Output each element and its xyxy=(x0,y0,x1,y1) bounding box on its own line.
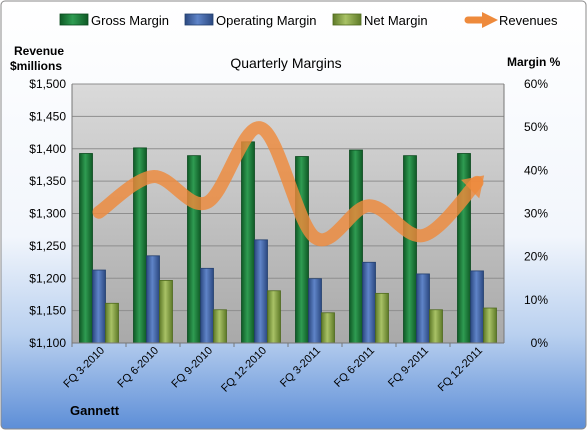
revenue-line xyxy=(92,121,484,247)
right-tick-label: 30% xyxy=(524,207,548,221)
net-margin-bar xyxy=(159,280,173,344)
legend-swatch xyxy=(332,13,362,26)
operating-margin-bar xyxy=(200,267,214,344)
net-margin-bar xyxy=(321,312,335,344)
left-axis-label-line1: Revenue xyxy=(14,44,64,58)
operating-margin-bar xyxy=(470,270,484,344)
legend-label: Revenues xyxy=(499,13,558,28)
net-margin-bar xyxy=(267,290,281,344)
gross-margin-bar xyxy=(403,155,417,344)
right-tick-label: 10% xyxy=(524,293,548,307)
left-tick-label: $1,400 xyxy=(29,142,66,156)
net-margin-bar xyxy=(483,307,497,344)
legend-swatch-arrow xyxy=(482,12,498,28)
operating-margin-bar xyxy=(92,269,106,344)
gross-margin-bar xyxy=(295,156,309,344)
gross-margin-bar xyxy=(187,155,201,344)
net-margin-bar xyxy=(105,302,119,344)
right-tick-label: 0% xyxy=(531,336,549,350)
net-margin-bar xyxy=(375,292,389,344)
left-tick-label: $1,200 xyxy=(29,271,66,285)
left-axis-label-line2: $millions xyxy=(10,59,62,73)
right-axis-label: Margin % xyxy=(507,55,561,69)
right-tick-label: 60% xyxy=(524,77,548,91)
legend: Gross Margin Operating Margin Net Margin Re… xyxy=(59,12,558,28)
chart-title: Quarterly Margins xyxy=(230,55,341,71)
right-tick-label: 20% xyxy=(524,250,548,264)
operating-margin-bar xyxy=(146,255,160,344)
revenue-line-layer xyxy=(92,121,485,247)
legend-label: Net Margin xyxy=(364,13,428,28)
left-tick-label: $1,300 xyxy=(29,207,66,221)
gross-margin-bar xyxy=(241,141,255,344)
legend-swatch xyxy=(59,13,89,26)
right-tick-label: 50% xyxy=(524,120,548,134)
left-tick-label: $1,150 xyxy=(29,304,66,318)
left-tick-label: $1,500 xyxy=(29,77,66,91)
operating-margin-bar xyxy=(308,278,322,344)
left-tick-label: $1,450 xyxy=(29,109,66,123)
operating-margin-bar xyxy=(416,273,430,344)
net-margin-bar xyxy=(429,309,443,344)
revenue-arrowhead xyxy=(461,175,485,199)
gross-margin-bar xyxy=(349,149,363,344)
legend-swatch xyxy=(184,13,214,26)
left-tick-label: $1,100 xyxy=(29,336,66,350)
operating-margin-bar xyxy=(254,239,268,344)
legend-label: Gross Margin xyxy=(91,13,169,28)
legend-label: Operating Margin xyxy=(216,13,316,28)
company-label: Gannett xyxy=(70,403,120,418)
left-tick-label: $1,350 xyxy=(29,174,66,188)
left-tick-label: $1,250 xyxy=(29,239,66,253)
net-margin-bar xyxy=(213,309,227,344)
right-tick-label: 40% xyxy=(524,163,548,177)
operating-margin-bar xyxy=(362,261,376,344)
gross-margin-bar xyxy=(79,153,93,344)
